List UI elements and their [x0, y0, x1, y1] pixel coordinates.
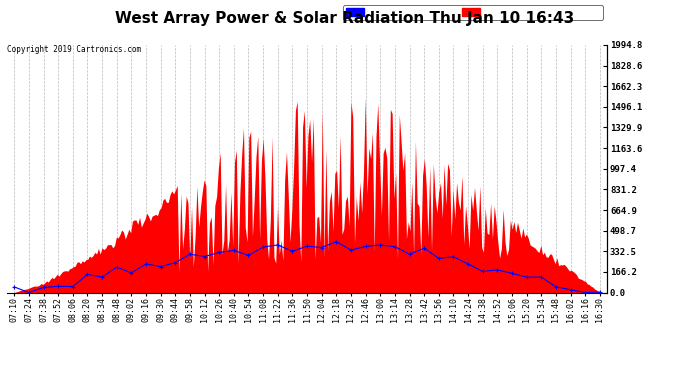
Text: West Array Power & Solar Radiation Thu Jan 10 16:43: West Array Power & Solar Radiation Thu J… — [115, 11, 575, 26]
Legend: Radiation (w/m2), West Array (DC Watts): Radiation (w/m2), West Array (DC Watts) — [344, 5, 602, 20]
Text: Copyright 2019 Cartronics.com: Copyright 2019 Cartronics.com — [7, 45, 141, 54]
